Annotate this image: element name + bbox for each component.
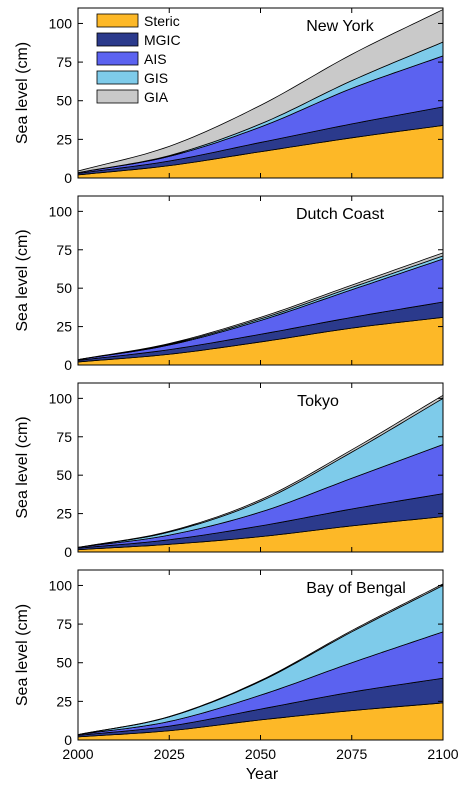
legend: Steric MGIC AIS GIS GIA	[96, 13, 181, 105]
y-tick-label: 25	[56, 319, 72, 335]
y-tick-label: 25	[56, 693, 72, 709]
panel-title: Dutch Coast	[296, 206, 385, 223]
legend-swatch-ais	[96, 51, 139, 66]
panel-title: Bay of Bengal	[306, 580, 406, 597]
panel-title: New York	[306, 18, 375, 35]
y-tick-label: 100	[49, 577, 73, 593]
legend-swatch-mgic	[96, 32, 139, 47]
y-axis-label: Sea level (cm)	[14, 42, 31, 144]
panel-new-york: 0 25 50 75 100 Sea level (cm) New York Steric MG…	[14, 7, 444, 186]
y-axis-label: Sea level (cm)	[14, 604, 31, 706]
panel-bay-of-bengal: 0 25 50 75 100 2000 2025 2050 2075 2100 Sea level …	[14, 569, 459, 762]
x-tick-label: 2000	[62, 746, 93, 762]
y-tick-label: 100	[49, 15, 73, 31]
y-tick-label: 50	[56, 467, 72, 483]
y-axis-label: Sea level (cm)	[14, 229, 31, 331]
y-tick-label: 50	[56, 93, 72, 109]
legend-swatch-gis	[96, 70, 139, 85]
y-tick-label: 75	[56, 429, 72, 445]
y-tick-label: 0	[64, 732, 72, 748]
x-axis-label: Year	[246, 766, 279, 783]
y-tick-label: 0	[64, 170, 72, 186]
legend-label-gia: GIA	[144, 89, 169, 105]
y-tick-label: 75	[56, 54, 72, 70]
y-tick-label: 50	[56, 655, 72, 671]
panel-tokyo: 0 25 50 75 100 Sea level (cm) Tokyo	[14, 382, 444, 560]
x-tick-label: 2100	[427, 746, 458, 762]
legend-swatch-steric	[96, 13, 139, 28]
x-tick-label: 2050	[245, 746, 276, 762]
y-tick-label: 0	[64, 544, 72, 560]
y-tick-label: 25	[56, 131, 72, 147]
legend-label-steric: Steric	[144, 13, 180, 29]
y-tick-label: 75	[56, 242, 72, 258]
y-tick-label: 50	[56, 280, 72, 296]
y-tick-label: 0	[64, 357, 72, 373]
y-tick-label: 100	[49, 390, 73, 406]
y-tick-label: 75	[56, 616, 72, 632]
x-tick-label: 2075	[336, 746, 367, 762]
y-axis-label: Sea level (cm)	[14, 416, 31, 518]
legend-label-mgic: MGIC	[144, 32, 181, 48]
legend-swatch-gia	[96, 89, 139, 104]
y-tick-label: 100	[49, 203, 73, 219]
panel-dutch-coast: 0 25 50 75 100 Sea level (cm) Dutch Coast	[14, 195, 444, 373]
x-tick-label: 2025	[154, 746, 185, 762]
panel-title: Tokyo	[297, 393, 339, 410]
y-tick-label: 25	[56, 506, 72, 522]
legend-label-ais: AIS	[144, 51, 167, 67]
legend-label-gis: GIS	[144, 70, 168, 86]
